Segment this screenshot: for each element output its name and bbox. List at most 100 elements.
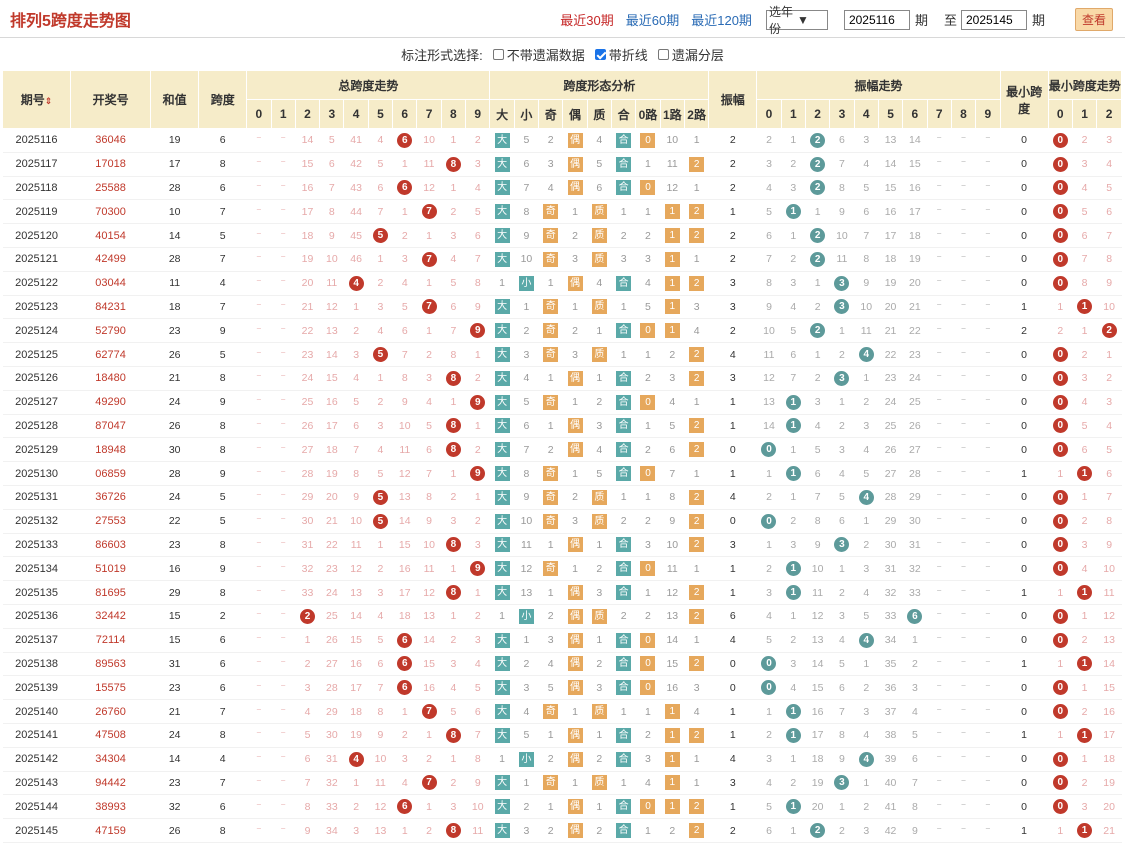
table-row: 2025119 70300 10 7 ⁻ ⁻ 17 8 44 7 1 7 2 5 大 8 奇 1 质 1 1 1 2 1 5 1 1… (2, 199, 1122, 225)
shape-cell: 1 (611, 699, 636, 724)
shape-cell: 1 (635, 199, 661, 225)
span-miss: 32 (295, 556, 320, 582)
amp-miss: ⁻ (951, 580, 976, 605)
shape-cell: 大 (489, 509, 515, 534)
period-cell: 2025139 (2, 675, 71, 701)
span-cell: 7 (198, 295, 247, 320)
amp-cell: 4 (708, 628, 757, 653)
min-miss: 8 (1096, 246, 1122, 272)
min-miss: 2 (1072, 771, 1097, 796)
shape-cell: 2 (611, 509, 636, 534)
table-row: 2025140 26760 21 7 ⁻ ⁻ 4 29 18 8 1 7 5 6 大 4 奇 1 质 1 1 1 4 1 1 1 1… (2, 699, 1122, 724)
sum-cell: 23 (150, 318, 199, 344)
amp-hit: 1 (781, 199, 806, 225)
amp-miss: 4 (781, 675, 806, 701)
amp-hit: 6 (902, 603, 928, 629)
shape-cell: 合 (611, 747, 636, 772)
sum-cell: 28 (150, 176, 199, 201)
checkbox-icon[interactable] (492, 48, 504, 60)
sort-icon[interactable]: ⇕ (44, 96, 53, 106)
shape-cell: 1 (538, 414, 563, 439)
checkbox-icon[interactable] (657, 48, 669, 60)
option-line[interactable]: 带折线 (594, 45, 648, 64)
span-miss: ⁻ (271, 603, 296, 629)
shape-cell: 1 (489, 271, 515, 296)
span-miss: 33 (295, 580, 320, 605)
shape-cell: 4 (538, 176, 563, 201)
to-period-input[interactable] (960, 9, 1027, 30)
amp-cell: 1 (708, 699, 757, 724)
col-period[interactable]: 期号⇕ (1, 70, 72, 129)
to-label: 至 (943, 13, 957, 28)
min-cell: 0 (1000, 484, 1049, 510)
amp-miss: 2 (805, 365, 830, 391)
option-no-omission[interactable]: 不带遗漏数据 (492, 45, 585, 64)
sub-header-cell: 3 (319, 99, 345, 129)
amp-miss: ⁻ (951, 556, 976, 582)
span-miss: 16 (319, 390, 344, 415)
span-miss: 33 (319, 794, 344, 820)
table-row: 2025132 27553 22 5 ⁻ ⁻ 30 21 10 5 14 9 3 2 大 10 奇 3 质 2 2 9 2 0… (2, 509, 1122, 534)
amp-miss: 16 (805, 699, 830, 724)
amp-miss: 2 (781, 152, 806, 177)
amp-miss: ⁻ (951, 722, 976, 748)
amp-miss: ⁻ (975, 652, 1001, 677)
shape-cell: 奇 (538, 556, 563, 582)
amp-miss: ⁻ (975, 223, 1001, 248)
amp-miss: 31 (902, 533, 928, 558)
sum-cell: 19 (150, 128, 199, 153)
link-last-60[interactable]: 最近60期 (625, 13, 680, 28)
amp-miss: 6 (829, 675, 855, 701)
table-row: 2025141 47508 24 8 ⁻ ⁻ 5 30 19 9 2 1 8 7 大 5 1 偶 1 合 2 1 2 1 2 1 1… (2, 722, 1122, 748)
shape-cell: 4 (635, 271, 661, 296)
shape-cell: 1 (611, 771, 636, 796)
span-miss: 2 (416, 818, 442, 843)
span-miss: 10 (416, 533, 442, 558)
amp-miss: 10 (854, 295, 879, 320)
query-button[interactable]: 查看 (1074, 8, 1113, 31)
sub-header-cell: 偶 (562, 99, 588, 129)
link-last-120[interactable]: 最近120期 (691, 13, 752, 28)
span-miss: 1 (368, 365, 393, 391)
period-cell: 2025133 (2, 533, 71, 558)
span-hit: 5 (368, 223, 393, 248)
min-hit: 1 (1072, 722, 1097, 748)
shape-cell: 12 (660, 176, 685, 201)
min-miss: 2 (1072, 342, 1097, 367)
amp-miss: 1 (829, 390, 855, 415)
span-miss: 27 (319, 652, 344, 677)
number-cell: 42499 (70, 246, 151, 272)
span-hit: 9 (465, 318, 490, 344)
shape-cell: 1 (684, 771, 709, 796)
min-hit: 0 (1048, 128, 1073, 153)
amp-miss: 24 (902, 365, 928, 391)
shape-cell: 奇 (538, 390, 563, 415)
amp-miss: 4 (805, 414, 830, 439)
number-cell: 86603 (70, 533, 151, 558)
shape-cell: 质 (587, 771, 612, 796)
span-miss: 2 (392, 722, 417, 748)
min-cell: 0 (1000, 556, 1049, 582)
option-layer[interactable]: 遗漏分层 (657, 45, 724, 64)
checkbox-checked-icon[interactable] (594, 48, 606, 60)
sum-cell: 29 (150, 580, 199, 605)
shape-cell: 2 (635, 365, 661, 391)
shape-cell: 2 (684, 652, 709, 677)
shape-cell: 奇 (538, 484, 563, 510)
link-last-30[interactable]: 最近30期 (560, 13, 614, 28)
amp-miss: 7 (854, 223, 879, 248)
shape-cell: 合 (611, 580, 636, 605)
amp-miss: 1 (829, 794, 855, 820)
amp-miss: 26 (878, 437, 903, 463)
from-period-input[interactable] (843, 9, 910, 30)
min-miss: 2 (1072, 699, 1097, 724)
min-miss: 4 (1072, 556, 1097, 582)
sub-header-cell: 9 (975, 99, 1001, 129)
min-hit: 0 (1048, 365, 1073, 391)
amp-miss: 20 (878, 295, 903, 320)
min-miss: 1 (1048, 461, 1073, 486)
span-cell: 8 (198, 152, 247, 177)
span-miss: 1 (465, 342, 490, 367)
year-select[interactable]: 选年份 ▼ (765, 5, 828, 36)
amp-miss: 9 (902, 818, 928, 843)
